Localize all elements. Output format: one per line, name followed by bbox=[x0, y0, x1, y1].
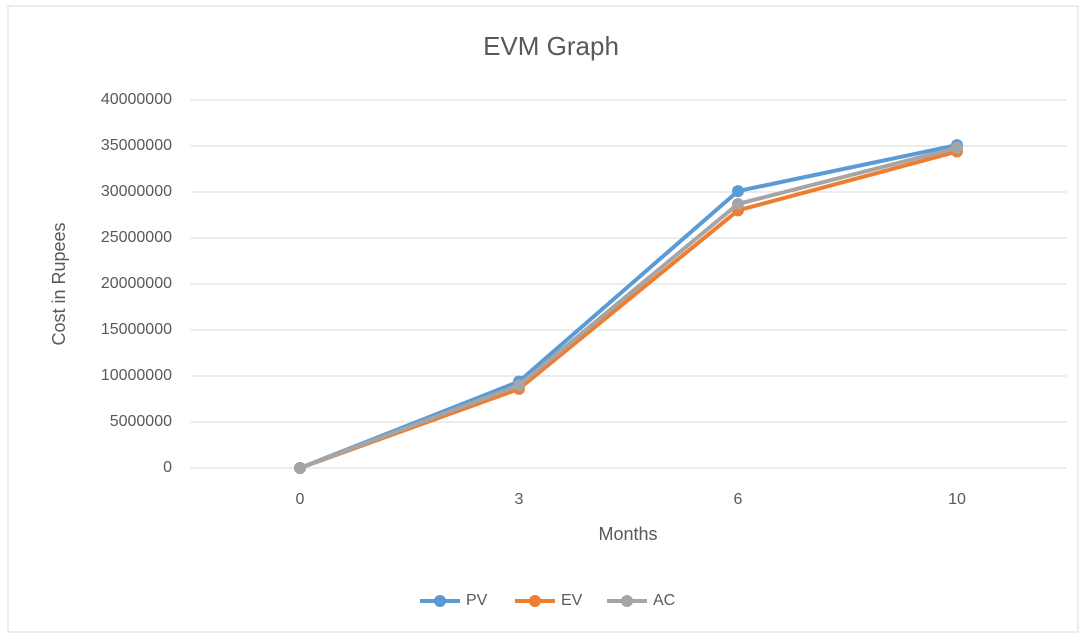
y-axis-label: Cost in Rupees bbox=[49, 222, 69, 345]
x-tick-label: 6 bbox=[734, 491, 743, 508]
x-tick-label: 3 bbox=[515, 491, 524, 508]
y-tick-label: 15000000 bbox=[101, 321, 172, 338]
x-axis-label: Months bbox=[598, 524, 657, 544]
chart-title: EVM Graph bbox=[483, 31, 619, 61]
data-point bbox=[951, 141, 963, 154]
chart-border bbox=[7, 5, 1079, 633]
legend-marker bbox=[621, 595, 633, 607]
y-tick-label: 20000000 bbox=[101, 275, 172, 292]
data-point bbox=[732, 185, 744, 198]
data-point bbox=[732, 197, 744, 210]
y-tick-label: 0 bbox=[163, 459, 172, 476]
y-tick-label: 30000000 bbox=[101, 183, 172, 200]
legend-label: PV bbox=[466, 592, 488, 609]
data-point bbox=[513, 379, 525, 392]
y-tick-label: 35000000 bbox=[101, 137, 172, 154]
x-tick-label: 0 bbox=[296, 491, 305, 508]
legend-label: EV bbox=[561, 592, 583, 609]
y-tick-label: 25000000 bbox=[101, 229, 172, 246]
data-point bbox=[294, 462, 306, 474]
legend-marker bbox=[434, 595, 446, 607]
x-tick-label: 10 bbox=[948, 491, 966, 508]
y-tick-label: 10000000 bbox=[101, 367, 172, 384]
y-tick-label: 40000000 bbox=[101, 91, 172, 108]
y-tick-label: 5000000 bbox=[110, 413, 172, 430]
legend-marker bbox=[529, 595, 541, 607]
legend-label: AC bbox=[653, 592, 675, 609]
series-line bbox=[299, 145, 958, 470]
